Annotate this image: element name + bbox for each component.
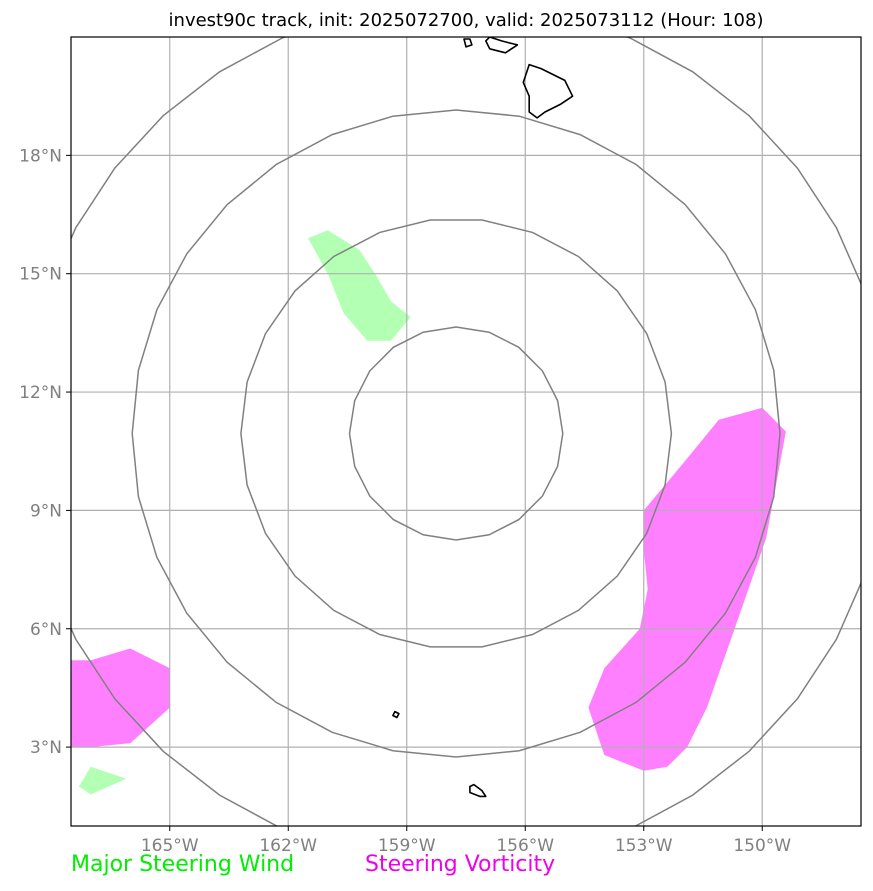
map-frame	[70, 36, 862, 827]
coastlines	[392, 37, 574, 798]
lat-tick-label: 15°N	[19, 265, 62, 285]
vorticity-band-east	[588, 407, 786, 771]
range-ring	[71, 37, 861, 826]
wind-area-north	[308, 230, 411, 341]
islet-south	[469, 783, 487, 798]
lon-tick-label: 165°W	[141, 836, 199, 856]
range-rings	[71, 37, 861, 826]
islet-south-central	[392, 710, 400, 719]
lat-tick-label: 3°N	[30, 738, 62, 758]
maui	[484, 37, 519, 54]
range-ring	[348, 326, 564, 541]
range-ring	[240, 219, 673, 648]
lat-tick-label: 12°N	[19, 383, 62, 403]
lat-tick-label: 9°N	[30, 501, 62, 521]
lat-tick-label: 6°N	[30, 620, 62, 640]
lon-tick-label: 159°W	[378, 836, 436, 856]
kahoolawe-fragment	[463, 38, 473, 48]
lon-tick-label: 162°W	[259, 836, 317, 856]
lon-tick-label: 156°W	[496, 836, 554, 856]
gridlines	[71, 37, 861, 826]
map-area	[71, 37, 861, 826]
filled-regions	[71, 230, 786, 795]
wind-area-southwest	[78, 766, 127, 795]
lon-tick-label: 153°W	[615, 836, 673, 856]
lon-tick-label: 150°W	[733, 836, 791, 856]
lat-tick-label: 18°N	[19, 146, 62, 166]
map-title: invest90c track, init: 2025072700, valid…	[169, 10, 764, 31]
hawaii-big-island	[522, 63, 574, 119]
range-ring	[131, 109, 781, 758]
legend-steering-vorticity: Steering Vorticity	[365, 852, 556, 877]
vorticity-area-west	[71, 648, 170, 748]
legend-major-steering-wind: Major Steering Wind	[71, 852, 295, 877]
axis-tick-labels: 165°W 162°W 159°W 156°W 153°W 150°W 3°N 6°N 9°N 1…	[19, 146, 791, 856]
